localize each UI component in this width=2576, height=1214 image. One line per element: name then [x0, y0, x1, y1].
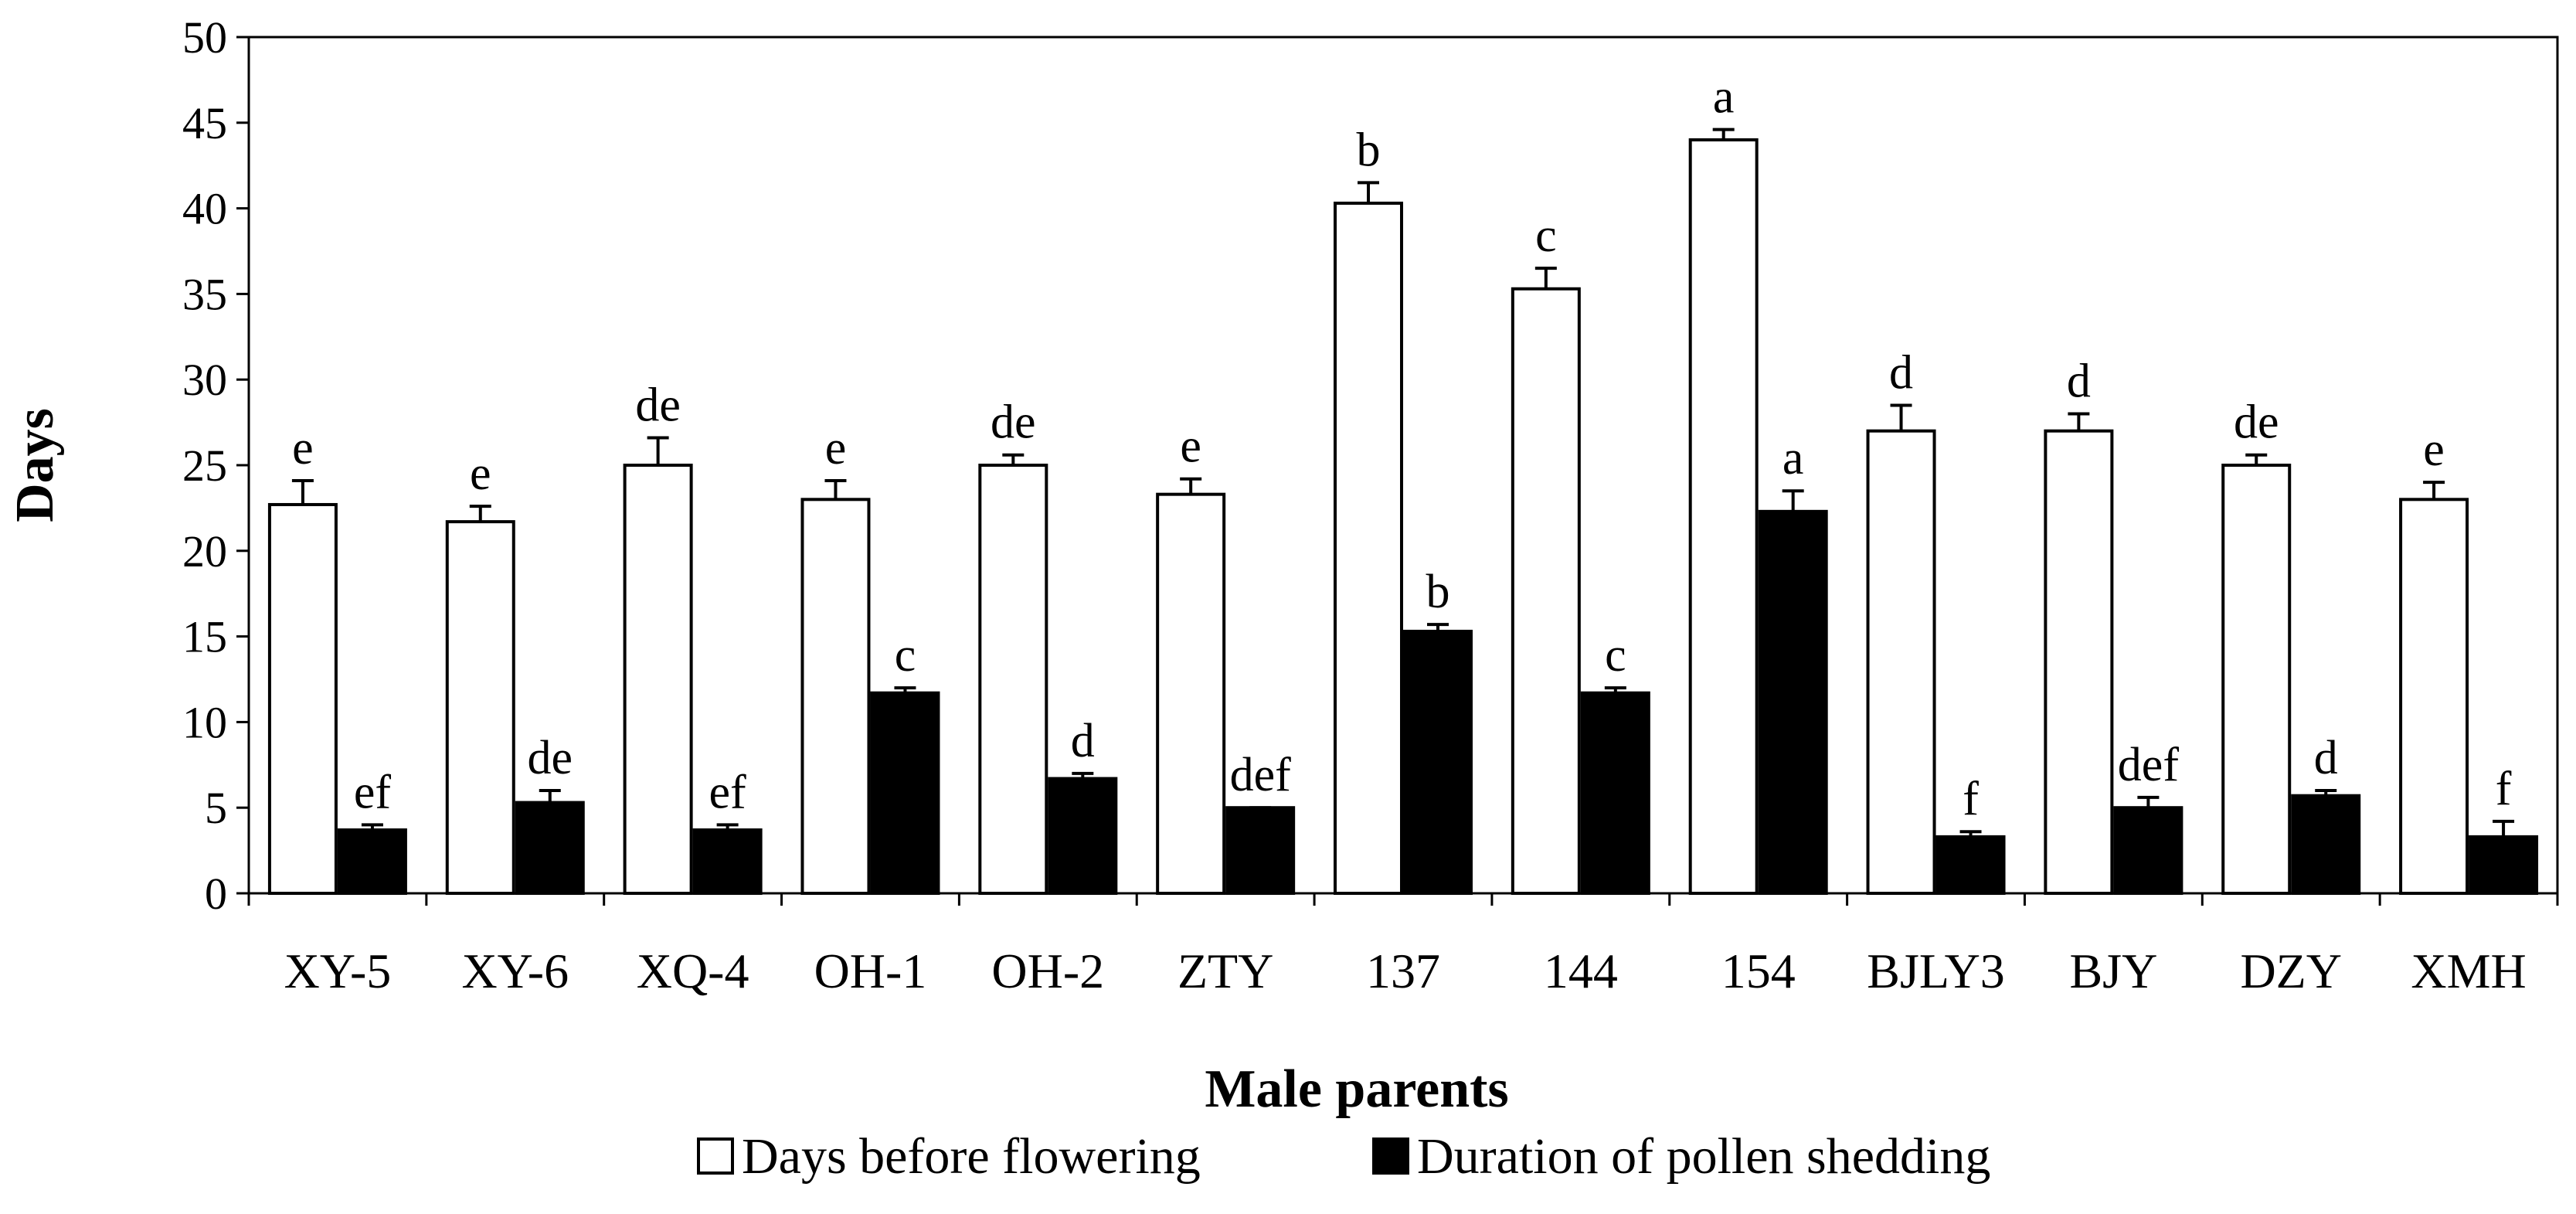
category-label: XY-5: [284, 944, 392, 998]
y-axis-title: Days: [5, 408, 65, 522]
category-label: XMH: [2411, 944, 2526, 998]
category-label: DZY: [2240, 944, 2342, 998]
bar-pollen: [1048, 777, 1118, 896]
significance-label-pollen: ef: [709, 766, 747, 818]
bars: [267, 128, 2539, 896]
y-tick-label: 10: [182, 697, 227, 747]
bar-flowering: [1688, 138, 1759, 895]
significance-label-flowering: d: [2067, 355, 2091, 408]
bar-pollen: [2113, 806, 2183, 895]
significance-label-pollen: a: [1782, 432, 1804, 485]
category-label: OH-1: [814, 944, 927, 998]
bar-pollen: [1225, 806, 1296, 895]
bar-flowering: [2221, 464, 2292, 895]
bar-pollen: [2291, 794, 2361, 895]
significance-label-pollen: ef: [354, 766, 392, 818]
bar-flowering: [1334, 201, 1403, 895]
significance-label-flowering: d: [1889, 346, 1913, 399]
bar-flowering: [978, 464, 1048, 895]
bar-pollen: [1935, 835, 2006, 895]
significance-label-flowering: c: [1535, 209, 1557, 262]
bar-flowering: [2399, 498, 2469, 895]
category-label: OH-2: [991, 944, 1104, 998]
category-label: 137: [1366, 944, 1440, 998]
bar-pollen: [1403, 629, 1473, 896]
significance-label-flowering: e: [2423, 423, 2445, 476]
significance-label-pollen: c: [895, 629, 916, 682]
category-label: BJLY3: [1867, 944, 2005, 998]
bar-flowering: [1511, 287, 1581, 895]
y-tick-label: 15: [182, 612, 227, 662]
y-tick-label: 25: [182, 440, 227, 491]
bar-pollen: [1758, 509, 1828, 895]
y-tick-label: 30: [182, 355, 227, 405]
significance-label-pollen: b: [1426, 566, 1450, 618]
y-tick-label: 45: [182, 98, 227, 148]
bar-pollen: [2469, 835, 2539, 895]
category-label: XQ-4: [637, 944, 749, 998]
legend-swatch-pollen: [1372, 1137, 1409, 1175]
y-tick-label: 20: [182, 526, 227, 576]
bar-flowering: [267, 502, 338, 896]
significance-label-pollen: c: [1605, 629, 1626, 682]
y-tick-label: 0: [205, 869, 227, 919]
bar-flowering: [445, 520, 515, 895]
bar-pollen: [337, 828, 407, 896]
legend-label-flowering: Days before flowering: [742, 1128, 1201, 1185]
x-axis-title: Male parents: [1205, 1059, 1508, 1119]
bar-flowering: [800, 498, 871, 895]
legend-label-pollen: Duration of pollen shedding: [1417, 1128, 1990, 1185]
legend: Days before flowering Duration of pollen …: [697, 1128, 1990, 1185]
y-tick-label: 5: [205, 783, 227, 833]
bar-flowering: [2044, 429, 2114, 895]
significance-label-flowering: e: [1180, 420, 1201, 473]
bar-pollen: [692, 828, 763, 896]
significance-label-pollen: def: [1230, 749, 1292, 801]
category-label: ZTY: [1178, 944, 1273, 998]
bar-flowering: [623, 464, 693, 895]
significance-label-flowering: e: [292, 422, 314, 474]
significance-label-pollen: f: [1963, 773, 1979, 825]
bar-flowering: [1156, 492, 1226, 895]
y-tick-label: 50: [182, 12, 227, 63]
bar-flowering: [1866, 429, 1936, 895]
category-label: XY-6: [461, 944, 569, 998]
y-tick-label: 40: [182, 184, 227, 234]
bar-pollen: [870, 691, 940, 896]
y-tick-label: 35: [182, 269, 227, 319]
significance-label-flowering: de: [991, 396, 1036, 449]
significance-label-flowering: e: [470, 447, 491, 500]
significance-label-flowering: de: [2234, 396, 2279, 449]
legend-swatch-flowering: [697, 1137, 734, 1175]
category-label: 154: [1721, 944, 1796, 998]
category-label: 144: [1544, 944, 1618, 998]
significance-label-pollen: def: [2118, 739, 2180, 791]
significance-label-flowering: b: [1357, 124, 1381, 176]
significance-label-pollen: f: [2496, 763, 2512, 815]
significance-label-pollen: de: [528, 732, 573, 784]
significance-label-pollen: d: [2314, 732, 2338, 784]
bar-pollen: [1580, 691, 1650, 896]
significance-label-flowering: de: [635, 379, 681, 432]
category-label: BJY: [2069, 944, 2157, 998]
labels: XY-5 XY-6 XQ-4 OH-1 OH-2 ZTY 137 144 154 BJLY3 BJY…: [284, 71, 2527, 998]
significance-label-pollen: d: [1071, 715, 1095, 767]
bar-pollen: [515, 801, 585, 895]
significance-label-flowering: e: [825, 422, 847, 474]
significance-label-flowering: a: [1713, 71, 1735, 124]
